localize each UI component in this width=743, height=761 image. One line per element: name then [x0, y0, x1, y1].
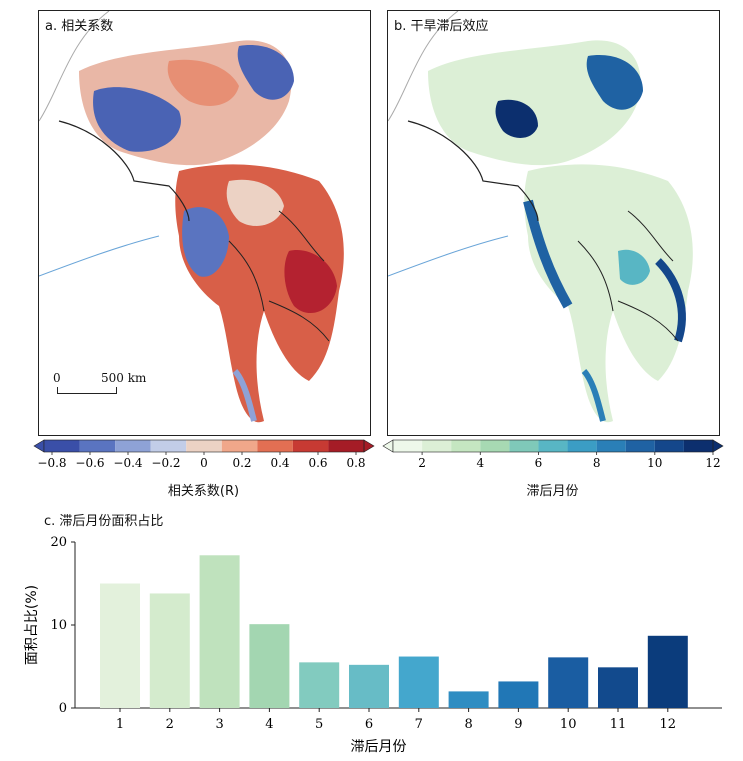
colorbar-b-tick-label: 12: [705, 456, 720, 470]
colorbar-a-tick-label: −0.6: [75, 456, 104, 470]
bar: [100, 583, 140, 708]
panel-b-title: b. 干旱滞后效应: [394, 19, 489, 34]
colorbar-a-tick-label: 0.8: [346, 456, 365, 470]
x-tick-label: 8: [464, 717, 472, 732]
scale-bar-zero: 0: [53, 371, 61, 385]
colorbar-b-segment: [422, 440, 452, 452]
colorbar-a-max-triangle: [363, 439, 375, 453]
bar: [299, 662, 340, 708]
colorbar-b-tick-label: 4: [476, 456, 484, 470]
x-tick-label: 4: [265, 717, 273, 732]
colorbar-b-max-triangle: [712, 439, 724, 453]
x-tick-label: 2: [166, 717, 174, 732]
colorbar-a-segment: [292, 440, 329, 452]
colorbar-b-tick-label: 10: [647, 456, 662, 470]
x-tick-label: 11: [610, 717, 627, 732]
map-panel-correlation: a. 相关系数 0 500 km: [38, 10, 371, 436]
colorbar-a-min-triangle: [33, 439, 45, 453]
y-tick-label: 20: [50, 535, 67, 550]
bar: [199, 555, 240, 708]
y-axis-label: 面积占比(%): [24, 585, 40, 665]
y-tick-label: 10: [50, 618, 67, 633]
bar: [598, 667, 638, 708]
x-tick-label: 3: [215, 717, 223, 732]
colorbar-b-tick-label: 8: [593, 456, 601, 470]
x-tick-label: 6: [365, 717, 373, 732]
colorbar-a-segment: [115, 440, 151, 452]
bar: [498, 681, 539, 708]
colorbar-a-segment: [221, 440, 258, 452]
y-tick-label: 0: [59, 701, 67, 716]
colorbar-a-tick-label: −0.4: [113, 456, 143, 470]
scale-bar-label: 500 km: [101, 371, 147, 385]
colorbar-b-tick-label: 2: [418, 456, 426, 470]
colorbar-b-segment: [538, 440, 568, 452]
colorbar-a-segment: [150, 440, 187, 452]
lag-map: [388, 11, 693, 423]
x-tick-label: 12: [660, 717, 677, 732]
colorbar-b-segment: [451, 440, 481, 452]
colorbar-lag: 2 4 6 8 10 12: [382, 439, 724, 470]
colorbar-a-tick-label: 0.6: [308, 456, 327, 470]
correlation-map: [39, 11, 344, 423]
colorbar-b-segment: [683, 440, 713, 452]
colorbar-a-tick-label: −0.8: [37, 456, 66, 470]
colorbar-a-tick-label: 0.2: [232, 456, 251, 470]
bar: [448, 691, 489, 708]
colorbar-a-segment: [186, 440, 222, 452]
colorbar-a-tick-label: 0: [200, 456, 208, 470]
colorbar-a-segment: [257, 440, 293, 452]
bar-chart-title: c. 滞后月份面积占比: [44, 514, 164, 529]
colorbar-b-segment: [567, 440, 597, 452]
colorbar-a-segment: [328, 440, 364, 452]
bar: [548, 657, 589, 708]
bar: [398, 656, 439, 708]
colorbar-a-tick-label: 0.4: [270, 456, 289, 470]
x-tick-label: 7: [415, 717, 423, 732]
colorbar-b-segment: [480, 440, 510, 452]
x-axis-label: 滞后月份: [351, 739, 407, 755]
x-tick-label: 1: [116, 717, 124, 732]
bar: [149, 593, 190, 708]
x-tick-label: 9: [514, 717, 522, 732]
colorbar-b-segment: [509, 440, 539, 452]
colorbar-a-tick-label: −0.2: [151, 456, 180, 470]
colorbar-b-segment: [393, 440, 423, 452]
colorbar-a-segment: [79, 440, 116, 452]
panel-a-title: a. 相关系数: [45, 19, 114, 34]
colorbar-b-segment: [596, 440, 626, 452]
colorbar-a-segment: [44, 440, 80, 452]
colorbar-b-min-triangle: [382, 439, 394, 453]
colorbar-b-segment: [654, 440, 684, 452]
colorbar-correlation: −0.8 −0.6 −0.4 −0.2 0 0.2 0.4 0.6 0.8: [33, 439, 375, 470]
bar: [249, 624, 290, 708]
colorbar-correlation-label: 相关系数(R): [167, 484, 240, 499]
colorbar-b-tick-label: 6: [535, 456, 543, 470]
colorbar-b-segment: [625, 440, 655, 452]
scale-bar-line: [57, 387, 117, 394]
colorbar-lag-label: 滞后月份: [526, 484, 579, 499]
map-panel-lag: b. 干旱滞后效应: [387, 10, 720, 436]
bar: [349, 664, 389, 708]
x-tick-label: 5: [315, 717, 323, 732]
x-tick-label: 10: [560, 717, 577, 732]
bar: [647, 635, 688, 708]
